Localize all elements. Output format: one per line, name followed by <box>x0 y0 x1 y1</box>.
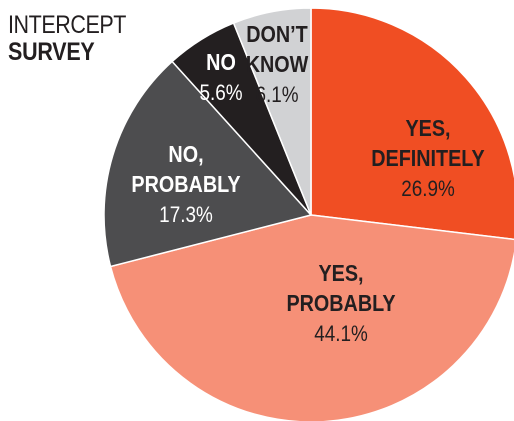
slice-label-group-0: YES, DEFINITELY 26.9% <box>371 116 485 202</box>
chart-title: INTERCEPT SURVEY <box>8 12 145 66</box>
slice-value-label-4: 6.1% <box>255 83 298 108</box>
slice-label-group-1: YES, PROBABLY 44.1% <box>286 261 395 347</box>
pie-slice-4 <box>232 7 312 216</box>
slice-label-group-2: NO, PROBABLY 17.3% <box>131 142 240 228</box>
slice-value-label-1: 44.1% <box>314 322 368 347</box>
slice-label-group-3: NO 5.6% <box>199 50 242 106</box>
slice-value-label-0: 26.9% <box>401 177 455 202</box>
chart-title-line1: INTERCEPT <box>8 11 126 39</box>
chart-title-line2: SURVEY <box>8 38 95 66</box>
pie-slice-2 <box>103 60 313 268</box>
slice-label-1-line-0: YES, <box>318 261 363 287</box>
slice-label-3-line-0: NO <box>206 50 236 76</box>
slice-label-2-line-1: PROBABLY <box>131 172 240 198</box>
slice-label-4-line-1: KNOW <box>246 52 309 78</box>
slice-label-0-line-0: YES, <box>405 116 450 142</box>
slice-label-4-line-0: DON’T <box>246 22 308 48</box>
slice-value-label-2: 17.3% <box>159 203 213 228</box>
slice-label-group-4: DON’T KNOW 6.1% <box>246 22 309 108</box>
slice-label-2-line-0: NO, <box>168 142 203 168</box>
slice-label-1-line-1: PROBABLY <box>286 291 395 317</box>
slice-label-0-line-1: DEFINITELY <box>371 146 485 172</box>
pie-slice-0 <box>310 7 514 241</box>
slice-value-label-3: 5.6% <box>199 81 242 106</box>
pie-slice-1 <box>109 214 514 421</box>
